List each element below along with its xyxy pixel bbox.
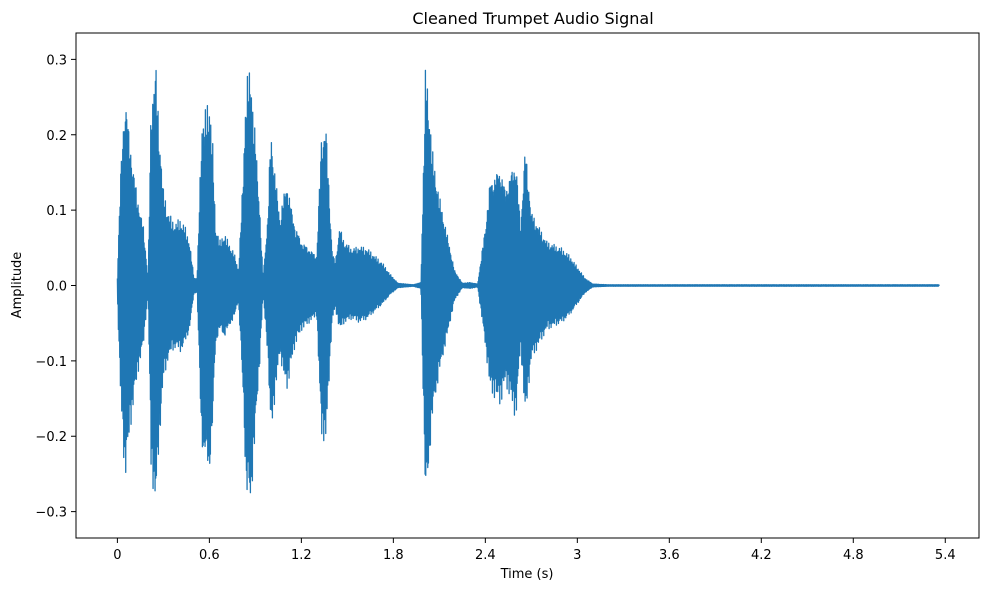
y-tick-label: −0.1 [35,355,67,370]
y-axis-ticks: −0.3 −0.2 −0.1 0.0 0.1 0.2 0.3 [35,53,76,521]
x-tick-label: 1.2 [291,548,312,563]
y-tick-label: 0.0 [46,280,67,295]
x-tick-label: 4.8 [843,548,864,563]
x-axis-label: Time (s) [500,567,554,582]
x-tick-label: 5.4 [935,548,956,563]
y-tick-label: −0.2 [35,430,67,445]
y-axis-label: Amplitude [10,252,25,319]
x-tick-label: 2.4 [475,548,496,563]
y-tick-label: 0.2 [46,129,67,144]
x-tick-label: 0.6 [199,548,220,563]
y-tick-label: −0.3 [35,506,67,521]
x-tick-label: 3.6 [659,548,680,563]
y-tick-label: 0.1 [46,204,67,219]
x-tick-label: 3 [573,548,581,563]
x-axis-ticks: 0 0.6 1.2 1.8 2.4 3 3.6 4.2 4.8 5.4 [113,538,956,563]
x-tick-label: 4.2 [751,548,772,563]
chart-title: Cleaned Trumpet Audio Signal [412,9,653,28]
y-tick-label: 0.3 [46,53,67,68]
x-tick-label: 1.8 [383,548,404,563]
plot-area [116,69,940,494]
waveform-series-line [116,69,940,494]
x-tick-label: 0 [113,548,121,563]
